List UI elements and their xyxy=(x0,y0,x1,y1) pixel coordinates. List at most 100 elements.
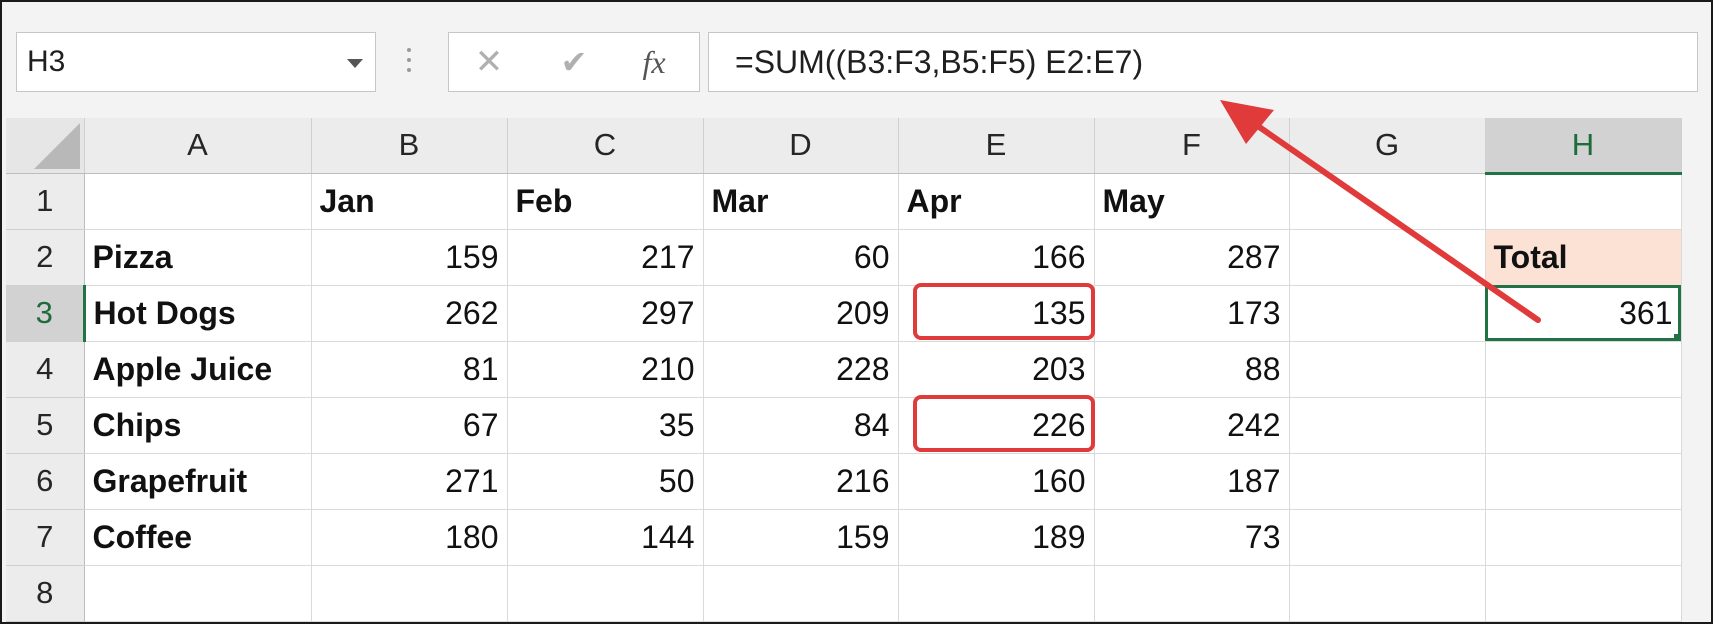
cell-a6[interactable]: Grapefruit xyxy=(84,453,312,510)
cell-h7[interactable] xyxy=(1485,509,1682,566)
cell-a8[interactable] xyxy=(84,565,312,622)
name-box[interactable]: H3 xyxy=(16,32,376,92)
cell-f4[interactable]: 88 xyxy=(1094,341,1290,398)
cell-a5[interactable]: Chips xyxy=(84,397,312,454)
cell-g3[interactable] xyxy=(1289,285,1486,342)
cell-f2[interactable]: 287 xyxy=(1094,229,1290,286)
cell-b7[interactable]: 180 xyxy=(311,509,508,566)
chevron-down-icon[interactable] xyxy=(347,59,363,68)
cell-c2[interactable]: 217 xyxy=(507,229,704,286)
row-header-4[interactable]: 4 xyxy=(6,341,85,398)
cell-f6[interactable]: 187 xyxy=(1094,453,1290,510)
cell-e7[interactable]: 189 xyxy=(898,509,1095,566)
cell-c1[interactable]: Feb xyxy=(507,173,704,230)
cell-a2[interactable]: Pizza xyxy=(84,229,312,286)
row-header-8[interactable]: 8 xyxy=(6,565,85,622)
cell-e3[interactable]: 135 xyxy=(898,285,1095,342)
table-row: 8 xyxy=(6,565,1682,622)
drag-handle-icon[interactable] xyxy=(402,48,416,78)
cell-d2[interactable]: 60 xyxy=(703,229,899,286)
cell-a1[interactable] xyxy=(84,173,312,230)
formula-input[interactable]: =SUM((B3:F3,B5:F5) E2:E7) xyxy=(708,32,1698,92)
cell-d4[interactable]: 228 xyxy=(703,341,899,398)
highlight-box-e3 xyxy=(913,283,1095,340)
cell-b5[interactable]: 67 xyxy=(311,397,508,454)
cell-d3[interactable]: 209 xyxy=(703,285,899,342)
column-header-d[interactable]: D xyxy=(703,118,899,174)
select-all-icon xyxy=(33,122,80,169)
arrow-shaft xyxy=(1249,119,1541,323)
insert-function-icon[interactable]: fx xyxy=(642,44,666,80)
cell-g5[interactable] xyxy=(1289,397,1486,454)
row-header-7[interactable]: 7 xyxy=(6,509,85,566)
cell-h5[interactable] xyxy=(1485,397,1682,454)
cell-b2[interactable]: 159 xyxy=(311,229,508,286)
close-icon[interactable]: ✕ xyxy=(474,43,504,81)
cell-c8[interactable] xyxy=(507,565,704,622)
formula-bar-buttons: ✕ ✔ fx xyxy=(448,32,700,92)
cell-f3[interactable]: 173 xyxy=(1094,285,1290,342)
highlight-box-e5 xyxy=(913,395,1095,452)
column-header-b[interactable]: B xyxy=(311,118,508,174)
row-header-1[interactable]: 1 xyxy=(6,173,85,230)
cell-a4[interactable]: Apple Juice xyxy=(84,341,312,398)
cell-e8[interactable] xyxy=(898,565,1095,622)
cell-d5[interactable]: 84 xyxy=(703,397,899,454)
column-header-e[interactable]: E xyxy=(898,118,1095,174)
cell-f5[interactable]: 242 xyxy=(1094,397,1290,454)
cell-h6[interactable] xyxy=(1485,453,1682,510)
cell-c7[interactable]: 144 xyxy=(507,509,704,566)
cell-d8[interactable] xyxy=(703,565,899,622)
cell-b4[interactable]: 81 xyxy=(311,341,508,398)
cell-f7[interactable]: 73 xyxy=(1094,509,1290,566)
cell-c3[interactable]: 297 xyxy=(507,285,704,342)
cell-e5[interactable]: 226 xyxy=(898,397,1095,454)
fill-handle[interactable] xyxy=(1673,333,1680,340)
column-header-h[interactable]: H xyxy=(1485,118,1682,175)
cell-g2[interactable] xyxy=(1289,229,1486,286)
table-row: 3 Hot Dogs 262 297 209 135 173 361 xyxy=(6,285,1682,342)
column-header-c[interactable]: C xyxy=(507,118,704,174)
cell-e4[interactable]: 203 xyxy=(898,341,1095,398)
cell-d6[interactable]: 216 xyxy=(703,453,899,510)
cell-f1[interactable]: May xyxy=(1094,173,1290,230)
cell-c6[interactable]: 50 xyxy=(507,453,704,510)
cell-g8[interactable] xyxy=(1289,565,1486,622)
cell-d7[interactable]: 159 xyxy=(703,509,899,566)
cell-a3[interactable]: Hot Dogs xyxy=(84,285,312,342)
arrow-head-icon xyxy=(1220,100,1274,144)
cell-e6[interactable]: 160 xyxy=(898,453,1095,510)
column-header-g[interactable]: G xyxy=(1289,118,1486,174)
column-header-a[interactable]: A xyxy=(84,118,312,174)
cell-b8[interactable] xyxy=(311,565,508,622)
cell-f8[interactable] xyxy=(1094,565,1290,622)
cell-b6[interactable]: 271 xyxy=(311,453,508,510)
row-header-2[interactable]: 2 xyxy=(6,229,85,286)
table-row: 7 Coffee 180 144 159 189 73 xyxy=(6,509,1682,566)
cell-e1[interactable]: Apr xyxy=(898,173,1095,230)
cell-h2[interactable]: Total xyxy=(1485,229,1682,286)
checkmark-icon[interactable]: ✔ xyxy=(560,44,588,80)
cell-h8[interactable] xyxy=(1485,565,1682,622)
select-all-corner[interactable] xyxy=(6,118,85,174)
table-row: 2 Pizza 159 217 60 166 287 Total xyxy=(6,229,1682,286)
cell-h4[interactable] xyxy=(1485,341,1682,398)
cell-b3[interactable]: 262 xyxy=(311,285,508,342)
cell-c4[interactable]: 210 xyxy=(507,341,704,398)
cell-c5[interactable]: 35 xyxy=(507,397,704,454)
table-row: 1 Jan Feb Mar Apr May xyxy=(6,173,1682,230)
cell-h1[interactable] xyxy=(1485,173,1682,230)
cell-d1[interactable]: Mar xyxy=(703,173,899,230)
cell-b1[interactable]: Jan xyxy=(311,173,508,230)
cell-g4[interactable] xyxy=(1289,341,1486,398)
row-header-6[interactable]: 6 xyxy=(6,453,85,510)
name-box-value: H3 xyxy=(27,45,66,78)
cell-g1[interactable] xyxy=(1289,173,1486,230)
cell-g6[interactable] xyxy=(1289,453,1486,510)
cell-h3[interactable]: 361 xyxy=(1485,285,1682,342)
cell-a7[interactable]: Coffee xyxy=(84,509,312,566)
row-header-3[interactable]: 3 xyxy=(6,285,86,342)
row-header-5[interactable]: 5 xyxy=(6,397,85,454)
cell-g7[interactable] xyxy=(1289,509,1486,566)
